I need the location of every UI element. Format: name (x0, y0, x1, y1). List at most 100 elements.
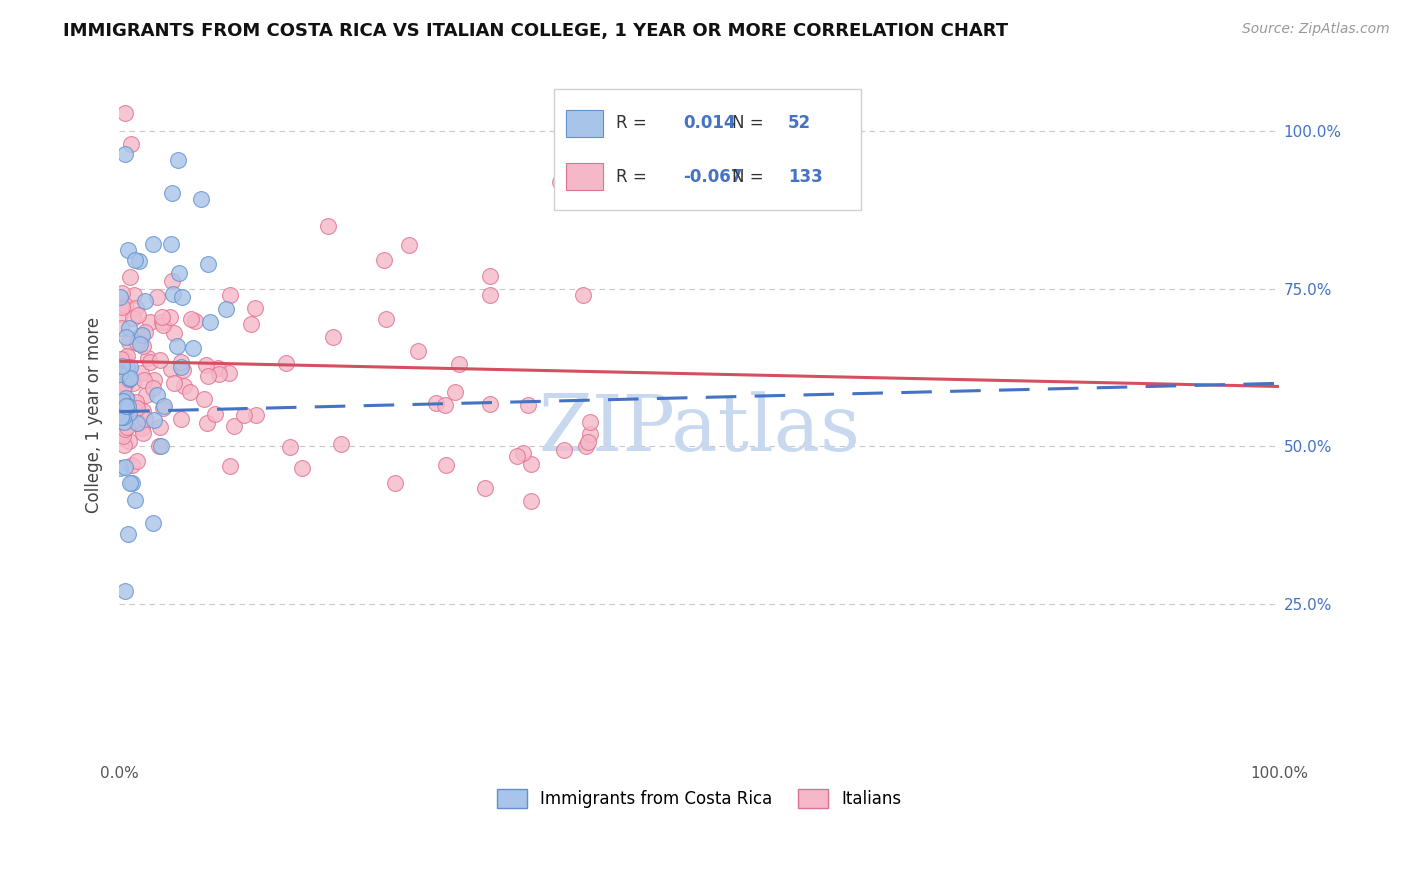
FancyBboxPatch shape (567, 163, 603, 190)
Text: -0.067: -0.067 (683, 168, 742, 186)
Point (139, 316, 162, 330)
Point (149, 352, 172, 367)
Point (118, 360, 141, 375)
Point (233, 408, 256, 422)
Point (125, 301, 148, 315)
Point (114, 330, 136, 344)
Point (132, 404, 155, 418)
Point (575, 439, 598, 453)
Point (110, 427, 132, 442)
Point (219, 288, 242, 302)
Point (120, 137, 142, 152)
Point (110, 401, 132, 416)
Point (132, 425, 155, 440)
Point (114, 408, 136, 422)
Point (112, 438, 135, 452)
Point (548, 175, 571, 189)
Point (111, 429, 134, 443)
Point (162, 287, 184, 301)
Point (128, 416, 150, 430)
Y-axis label: College, 1 year or more: College, 1 year or more (86, 317, 103, 513)
Point (118, 371, 141, 385)
Point (110, 386, 132, 401)
Point (579, 415, 602, 429)
Point (194, 359, 217, 373)
Point (124, 252, 146, 267)
Point (124, 492, 146, 507)
Point (114, 584, 136, 599)
Point (110, 356, 132, 370)
Point (117, 359, 139, 374)
Point (478, 288, 501, 302)
Point (114, 376, 136, 391)
Point (474, 482, 496, 496)
Point (153, 399, 176, 413)
Point (167, 266, 190, 280)
Legend: Immigrants from Costa Rica, Italians: Immigrants from Costa Rica, Italians (491, 782, 908, 815)
Point (329, 437, 352, 451)
Point (115, 419, 138, 434)
Point (118, 402, 141, 417)
Point (114, 399, 136, 413)
Point (121, 458, 143, 473)
Point (148, 439, 170, 453)
Point (134, 412, 156, 426)
Point (576, 435, 599, 450)
Point (215, 302, 238, 317)
Point (170, 355, 193, 369)
Point (114, 408, 136, 422)
Point (150, 439, 173, 453)
Point (110, 460, 132, 475)
Point (204, 407, 226, 421)
Point (128, 254, 150, 268)
Point (572, 288, 595, 302)
Point (110, 423, 132, 437)
Point (245, 408, 267, 422)
Point (115, 375, 138, 389)
Text: ZIPatlas: ZIPatlas (538, 391, 860, 467)
Point (128, 337, 150, 351)
Point (447, 357, 470, 371)
Point (222, 418, 245, 433)
Point (118, 334, 141, 349)
Point (142, 381, 165, 395)
Point (112, 396, 135, 410)
Point (145, 388, 167, 402)
Point (195, 416, 218, 430)
Point (121, 475, 143, 490)
Point (322, 329, 344, 343)
Point (179, 385, 201, 400)
Point (159, 310, 181, 324)
Point (115, 401, 138, 416)
Point (152, 318, 174, 333)
Point (117, 392, 139, 407)
Text: Source: ZipAtlas.com: Source: ZipAtlas.com (1241, 22, 1389, 37)
Point (160, 362, 183, 376)
Point (125, 454, 148, 468)
Point (112, 415, 135, 429)
Point (516, 398, 538, 412)
Point (118, 406, 141, 420)
Point (117, 349, 139, 363)
Point (118, 372, 141, 386)
Point (125, 335, 148, 350)
Text: IMMIGRANTS FROM COSTA RICA VS ITALIAN COLLEGE, 1 YEAR OR MORE CORRELATION CHART: IMMIGRANTS FROM COSTA RICA VS ITALIAN CO… (63, 22, 1008, 40)
Point (478, 397, 501, 411)
Point (142, 237, 165, 252)
Point (207, 360, 229, 375)
Point (149, 420, 172, 434)
Point (110, 378, 132, 392)
Point (398, 237, 420, 252)
Point (122, 310, 145, 325)
Point (197, 368, 219, 383)
Text: N =: N = (733, 168, 763, 186)
Point (111, 410, 134, 425)
Point (120, 475, 142, 490)
Point (110, 368, 132, 382)
Point (111, 285, 134, 300)
Point (110, 351, 132, 366)
Text: N =: N = (733, 114, 763, 132)
Point (170, 412, 193, 426)
Point (553, 442, 575, 457)
Point (115, 391, 138, 405)
